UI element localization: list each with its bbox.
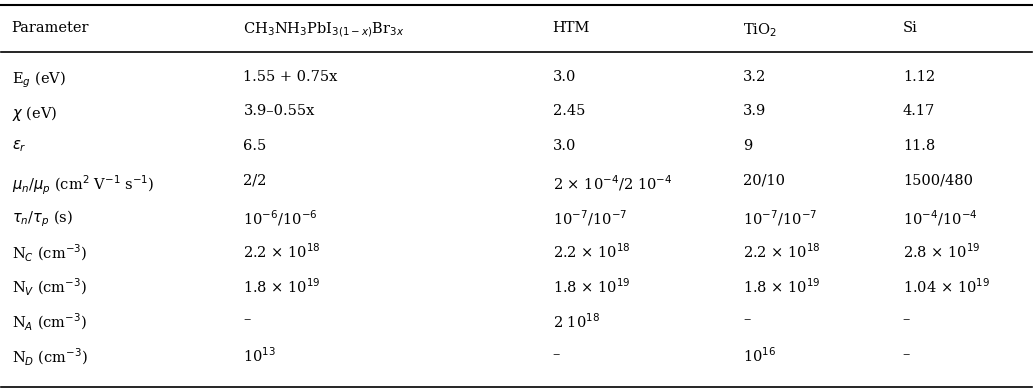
Text: 2.8 × 10$^{19}$: 2.8 × 10$^{19}$ [903,243,980,261]
Text: N$_V$ (cm$^{-3}$): N$_V$ (cm$^{-3}$) [11,278,87,298]
Text: –: – [903,347,910,361]
Text: 10$^{13}$: 10$^{13}$ [244,347,277,365]
Text: TiO$_2$: TiO$_2$ [743,21,777,38]
Text: 1.8 × 10$^{19}$: 1.8 × 10$^{19}$ [553,278,630,296]
Text: N$_A$ (cm$^{-3}$): N$_A$ (cm$^{-3}$) [11,312,87,333]
Text: 10$^{-7}$/10$^{-7}$: 10$^{-7}$/10$^{-7}$ [743,208,817,228]
Text: 2.2 × 10$^{18}$: 2.2 × 10$^{18}$ [553,243,630,261]
Text: 10$^{-6}$/10$^{-6}$: 10$^{-6}$/10$^{-6}$ [244,208,318,228]
Text: 2.2 × 10$^{18}$: 2.2 × 10$^{18}$ [743,243,820,261]
Text: 1.8 × 10$^{19}$: 1.8 × 10$^{19}$ [244,278,321,296]
Text: –: – [743,312,751,326]
Text: N$_D$ (cm$^{-3}$): N$_D$ (cm$^{-3}$) [11,347,88,368]
Text: 20/10: 20/10 [743,173,785,187]
Text: $\varepsilon_r$: $\varepsilon_r$ [11,139,27,154]
Text: 10$^{-7}$/10$^{-7}$: 10$^{-7}$/10$^{-7}$ [553,208,627,228]
Text: –: – [903,312,910,326]
Text: 2 × 10$^{-4}$/2 10$^{-4}$: 2 × 10$^{-4}$/2 10$^{-4}$ [553,173,671,193]
Text: 2/2: 2/2 [244,173,267,187]
Text: 3.2: 3.2 [743,69,766,83]
Text: HTM: HTM [553,21,590,35]
Text: CH$_3$NH$_3$PbI$_{3(1-x)}$Br$_{3x}$: CH$_3$NH$_3$PbI$_{3(1-x)}$Br$_{3x}$ [244,21,405,40]
Text: 1.12: 1.12 [903,69,935,83]
Text: 9: 9 [743,139,752,153]
Text: 1.55 + 0.75x: 1.55 + 0.75x [244,69,338,83]
Text: 3.0: 3.0 [553,69,576,83]
Text: 1.8 × 10$^{19}$: 1.8 × 10$^{19}$ [743,278,820,296]
Text: –: – [553,347,560,361]
Text: 2.2 × 10$^{18}$: 2.2 × 10$^{18}$ [244,243,321,261]
Text: 2.45: 2.45 [553,104,585,118]
Text: E$_g$ (eV): E$_g$ (eV) [11,69,66,90]
Text: $\mu_n$/$\mu_p$ (cm$^2$ V$^{-1}$ s$^{-1}$): $\mu_n$/$\mu_p$ (cm$^2$ V$^{-1}$ s$^{-1}… [11,173,154,197]
Text: Parameter: Parameter [11,21,89,35]
Text: 4.17: 4.17 [903,104,935,118]
Text: N$_C$ (cm$^{-3}$): N$_C$ (cm$^{-3}$) [11,243,87,264]
Text: 3.0: 3.0 [553,139,576,153]
Text: 11.8: 11.8 [903,139,935,153]
Text: $\chi$ (eV): $\chi$ (eV) [11,104,57,123]
Text: –: – [244,312,251,326]
Text: 3.9: 3.9 [743,104,766,118]
Text: $\tau_n$/$\tau_p$ (s): $\tau_n$/$\tau_p$ (s) [11,208,72,229]
Text: 3.9–0.55x: 3.9–0.55x [244,104,315,118]
Text: 10$^{-4}$/10$^{-4}$: 10$^{-4}$/10$^{-4}$ [903,208,977,228]
Text: 2 10$^{18}$: 2 10$^{18}$ [553,312,599,331]
Text: 6.5: 6.5 [244,139,267,153]
Text: 1.04 × 10$^{19}$: 1.04 × 10$^{19}$ [903,278,990,296]
Text: 1500/480: 1500/480 [903,173,973,187]
Text: Si: Si [903,21,917,35]
Text: 10$^{16}$: 10$^{16}$ [743,347,777,365]
